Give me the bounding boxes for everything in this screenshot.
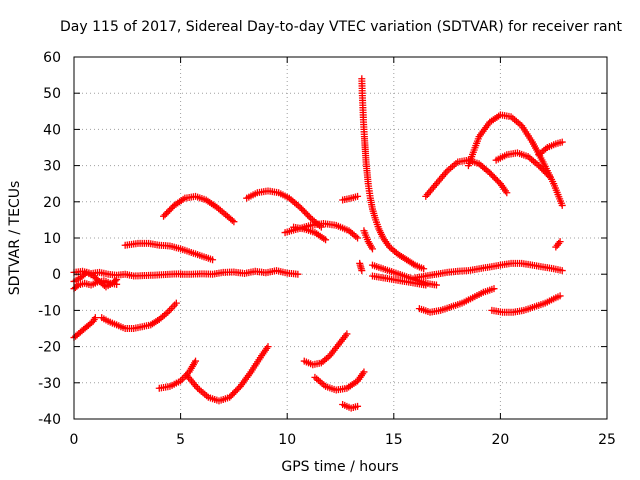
data-point-arc-28: [538, 165, 546, 173]
data-point-arc-04: [91, 314, 99, 322]
y-tick-label: -40: [38, 412, 61, 428]
data-point-arc-10: [227, 392, 235, 400]
data-point-arc-06: [209, 256, 217, 264]
data-point-arc-26: [487, 170, 495, 178]
data-point-arc-11: [298, 205, 306, 213]
x-tick-label: 20: [491, 432, 509, 448]
data-point-arc-26: [490, 173, 498, 181]
x-tick-label: 15: [385, 432, 403, 448]
data-point-arc-10: [232, 387, 240, 395]
data-point-arc-28: [542, 169, 550, 177]
x-axis-label: GPS time / hours: [281, 459, 398, 475]
data-point-arc-26: [493, 177, 501, 185]
x-tick-label: 5: [176, 432, 185, 448]
data-point-arc-27: [558, 201, 566, 209]
data-point-arc-21: [432, 281, 440, 289]
data-point-arc-03: [73, 282, 81, 290]
data-point-arc-07: [228, 216, 236, 224]
data-point-arc-13: [322, 236, 330, 244]
plot-frame: [73, 56, 608, 420]
data-point-arc-23: [558, 267, 566, 275]
y-tick-label: 30: [43, 159, 61, 175]
data-point-arc-28: [535, 162, 543, 170]
data-point-arc-14: [343, 330, 351, 338]
data-point-arc-20: [358, 267, 366, 275]
data-point-arc-15: [360, 368, 368, 376]
y-tick-label: 50: [43, 86, 61, 102]
data-point-arc-12: [354, 234, 362, 242]
data-point-arc-29: [558, 138, 566, 146]
data-point-arc-28: [541, 168, 549, 176]
data-point-arc-11: [302, 209, 310, 217]
data-point-arc-10: [233, 386, 241, 394]
data-marks: [70, 75, 566, 412]
data-point-arc-11: [296, 203, 304, 211]
y-tick-label: 20: [43, 195, 61, 211]
y-tick-label: 0: [52, 267, 61, 283]
data-point-arc-07: [161, 211, 169, 219]
data-point-arc-10: [264, 343, 272, 351]
x-tick-label: 25: [598, 432, 616, 448]
data-point-arc-11: [301, 208, 309, 216]
data-point-arc-22: [422, 281, 430, 289]
data-point-arc-11: [299, 206, 307, 214]
data-point-arc-24: [490, 285, 498, 293]
data-point-arc-10: [226, 393, 234, 401]
data-point-arc-10: [229, 390, 237, 398]
data-point-arc-16: [354, 192, 362, 200]
data-point-arc-07: [164, 208, 172, 216]
data-point-arc-26: [489, 172, 497, 180]
data-point-arc-30: [556, 238, 564, 246]
y-tick-label: 40: [43, 122, 61, 138]
chart-title: Day 115 of 2017, Sidereal Day-to-day VTE…: [60, 19, 622, 35]
axis-ticks: 0 5 10 15 20 25 -40 -30 -20 -10 0 10 20 30 40 50 60: [38, 50, 616, 448]
data-point-arc-28: [544, 171, 552, 179]
data-point-arc-03: [113, 280, 121, 288]
y-tick-label: 60: [43, 50, 61, 66]
data-point-arc-28: [539, 166, 547, 174]
data-point-arc-07: [160, 212, 168, 220]
data-point-arc-18: [420, 265, 428, 273]
y-tick-label: 10: [43, 231, 61, 247]
data-point-arc-28: [536, 163, 544, 171]
data-point-arc-07: [166, 206, 174, 214]
data-point-arc-07: [167, 205, 175, 213]
y-tick-label: -30: [38, 376, 61, 392]
data-point-arc-26: [492, 175, 500, 183]
y-tick-label: -20: [38, 340, 61, 356]
data-point-arc-11: [304, 211, 312, 219]
data-point-arc-25: [556, 292, 564, 300]
x-tick-label: 0: [70, 432, 79, 448]
y-tick-label: -10: [38, 303, 61, 319]
data-point-arc-26: [503, 189, 511, 197]
data-point-arc-28: [545, 172, 553, 180]
x-tick-label: 10: [278, 432, 296, 448]
data-point-arc-07: [230, 218, 238, 226]
data-point-arc-09: [192, 357, 200, 365]
data-point-arc-17: [354, 402, 362, 410]
data-point-arc-10: [230, 389, 238, 397]
data-point-arc-05: [172, 299, 180, 307]
data-point-arc-08: [294, 270, 302, 278]
data-point-arc-19: [368, 245, 376, 253]
data-point-arc-26: [486, 169, 494, 177]
y-axis-label: SDTVAR / TECUs: [7, 181, 23, 296]
data-point-arc-11: [305, 213, 313, 221]
data-point-arc-07: [163, 209, 171, 217]
grid: [74, 57, 607, 419]
